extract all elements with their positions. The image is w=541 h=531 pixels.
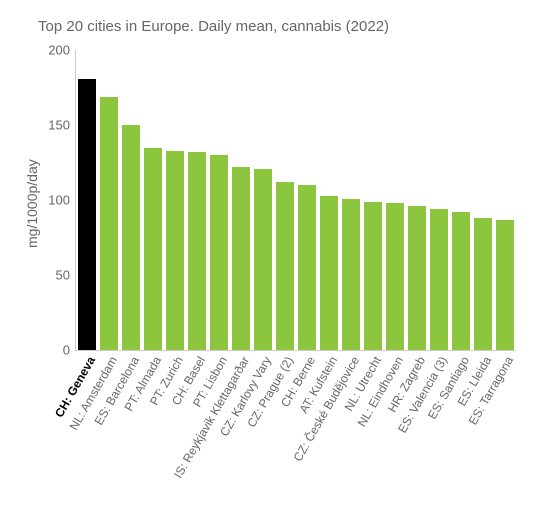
bar <box>430 209 447 350</box>
bar-slot <box>164 50 186 350</box>
plot-area: 050100150200 <box>75 50 516 351</box>
bars-group <box>76 50 516 350</box>
bar-slot <box>98 50 120 350</box>
bar-slot <box>384 50 406 350</box>
bar <box>386 203 403 350</box>
bar-slot <box>274 50 296 350</box>
bar-slot <box>494 50 516 350</box>
bar-slot <box>406 50 428 350</box>
y-tick-label: 100 <box>48 193 76 208</box>
bar <box>144 148 161 351</box>
bar-slot <box>362 50 384 350</box>
bar-slot <box>428 50 450 350</box>
bar-slot <box>296 50 318 350</box>
bar <box>298 185 315 350</box>
bar <box>342 199 359 351</box>
y-tick-label: 50 <box>56 268 76 283</box>
bar-slot <box>186 50 208 350</box>
bar-slot <box>76 50 98 350</box>
bar <box>210 155 227 350</box>
bar <box>78 79 95 351</box>
bar-slot <box>472 50 494 350</box>
bar <box>100 97 117 351</box>
bar-slot <box>318 50 340 350</box>
bar <box>276 182 293 350</box>
chart-container: Top 20 cities in Europe. Daily mean, can… <box>0 0 541 531</box>
bar-slot <box>230 50 252 350</box>
bar-slot <box>252 50 274 350</box>
chart-title: Top 20 cities in Europe. Daily mean, can… <box>38 18 389 35</box>
bar <box>232 167 249 350</box>
bar-slot <box>142 50 164 350</box>
bar <box>408 206 425 350</box>
bar <box>254 169 271 351</box>
y-tick-label: 0 <box>63 343 76 358</box>
x-labels-group: CH: GenevaNL: AmsterdamES: BarcelonaPT: … <box>75 350 515 530</box>
bar <box>364 202 381 351</box>
bar <box>320 196 337 351</box>
bar-slot <box>340 50 362 350</box>
bar-slot <box>120 50 142 350</box>
bar <box>452 212 469 350</box>
bar <box>166 151 183 351</box>
bar <box>122 125 139 350</box>
y-axis-label: mg/1000p/day <box>24 159 40 248</box>
bar <box>474 218 491 350</box>
y-tick-label: 150 <box>48 118 76 133</box>
y-tick-label: 200 <box>48 43 76 58</box>
bar <box>496 220 513 351</box>
bar-slot <box>208 50 230 350</box>
bar <box>188 152 205 350</box>
bg-artifact-text-left: es <box>0 492 21 520</box>
bar-slot <box>450 50 472 350</box>
